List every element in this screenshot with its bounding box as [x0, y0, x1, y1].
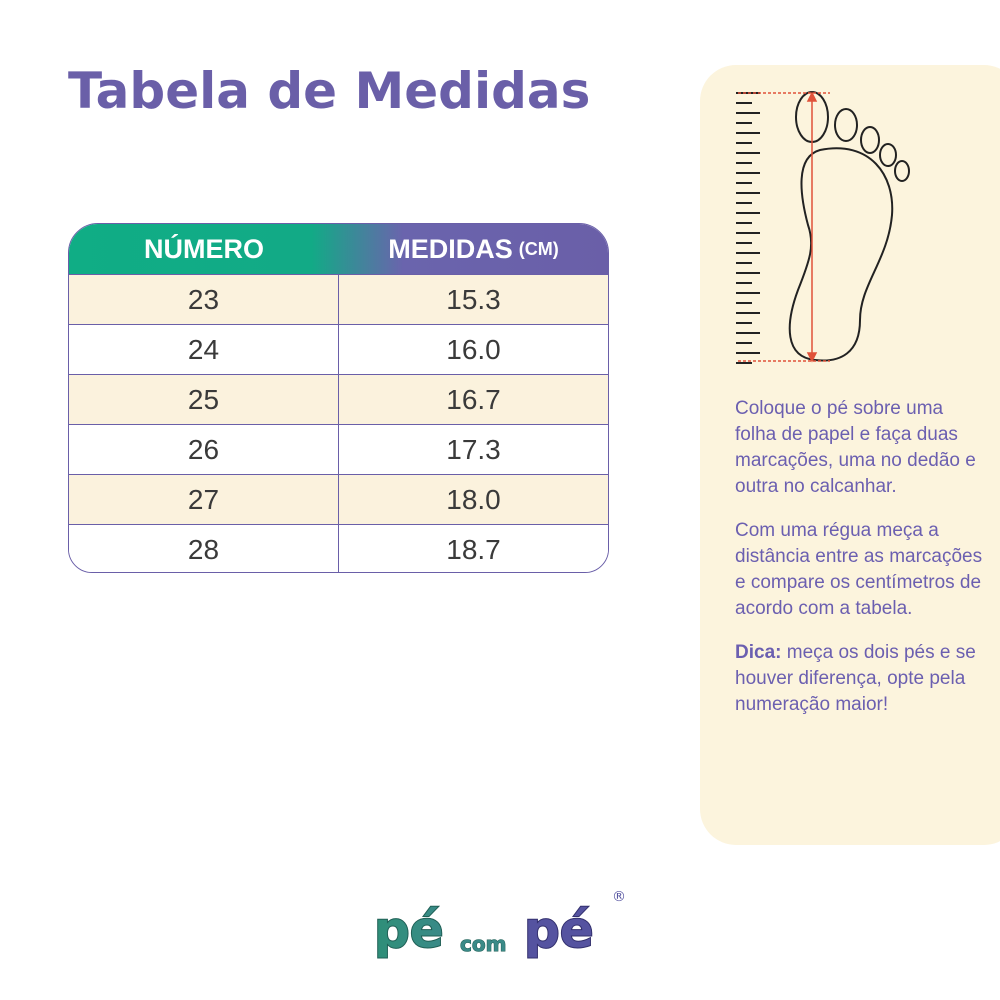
table-row: 27 18.0 — [69, 474, 608, 524]
table-row: 28 18.7 — [69, 524, 608, 572]
table-header: NÚMERO MEDIDAS (CM) — [69, 224, 608, 274]
cell-medida: 15.3 — [446, 283, 501, 315]
header-medidas: MEDIDAS (CM) — [339, 224, 608, 274]
cell-medida: 17.3 — [446, 433, 501, 465]
table-row: 23 15.3 — [69, 274, 608, 324]
instructions-text: Coloque o pé sobre uma folha de papel e … — [735, 396, 985, 718]
header-medidas-label: MEDIDAS — [388, 233, 513, 264]
table-row: 24 16.0 — [69, 324, 608, 374]
ruler-icon — [736, 92, 760, 364]
cell-medida: 16.7 — [446, 383, 501, 415]
svg-text:pé: pé — [524, 901, 594, 959]
header-unit: (CM) — [518, 238, 559, 259]
table-row: 26 17.3 — [69, 424, 608, 474]
tip-text: meça os dois pés e se houver diferença, … — [735, 642, 976, 715]
measure-arrow-icon — [738, 91, 830, 363]
instruction-step-1: Coloque o pé sobre uma folha de papel e … — [735, 398, 976, 497]
cell-medida: 18.7 — [446, 533, 501, 565]
cell-medida: 18.0 — [446, 483, 501, 515]
cell-numero: 28 — [69, 525, 339, 572]
header-numero: NÚMERO — [144, 233, 264, 264]
cell-medida: 16.0 — [446, 333, 501, 365]
foot-measure-illustration — [736, 91, 910, 364]
foot-outline-icon — [788, 91, 910, 362]
cell-numero: 27 — [69, 475, 339, 524]
svg-text:com: com — [460, 932, 506, 956]
instruction-tip: Dica: meça os dois pés e se houver difer… — [735, 640, 985, 718]
tip-label: Dica: — [735, 642, 782, 663]
cell-numero: 25 — [69, 375, 339, 424]
cell-numero: 26 — [69, 425, 339, 474]
table-row: 25 16.7 — [69, 374, 608, 424]
brand-logo: pé com pé ® — [373, 889, 626, 960]
svg-text:pé: pé — [374, 901, 444, 959]
page-title: Tabela de Medidas — [68, 62, 591, 120]
instructions-panel — [700, 65, 1000, 845]
registered-mark: ® — [612, 889, 626, 905]
cell-numero: 23 — [69, 275, 339, 324]
size-table: NÚMERO MEDIDAS (CM) 23 15.3 24 16.0 25 16.7 26… — [68, 223, 609, 573]
instruction-step-2: Com uma régua meça a distância entre as … — [735, 520, 983, 619]
cell-numero: 24 — [69, 325, 339, 374]
